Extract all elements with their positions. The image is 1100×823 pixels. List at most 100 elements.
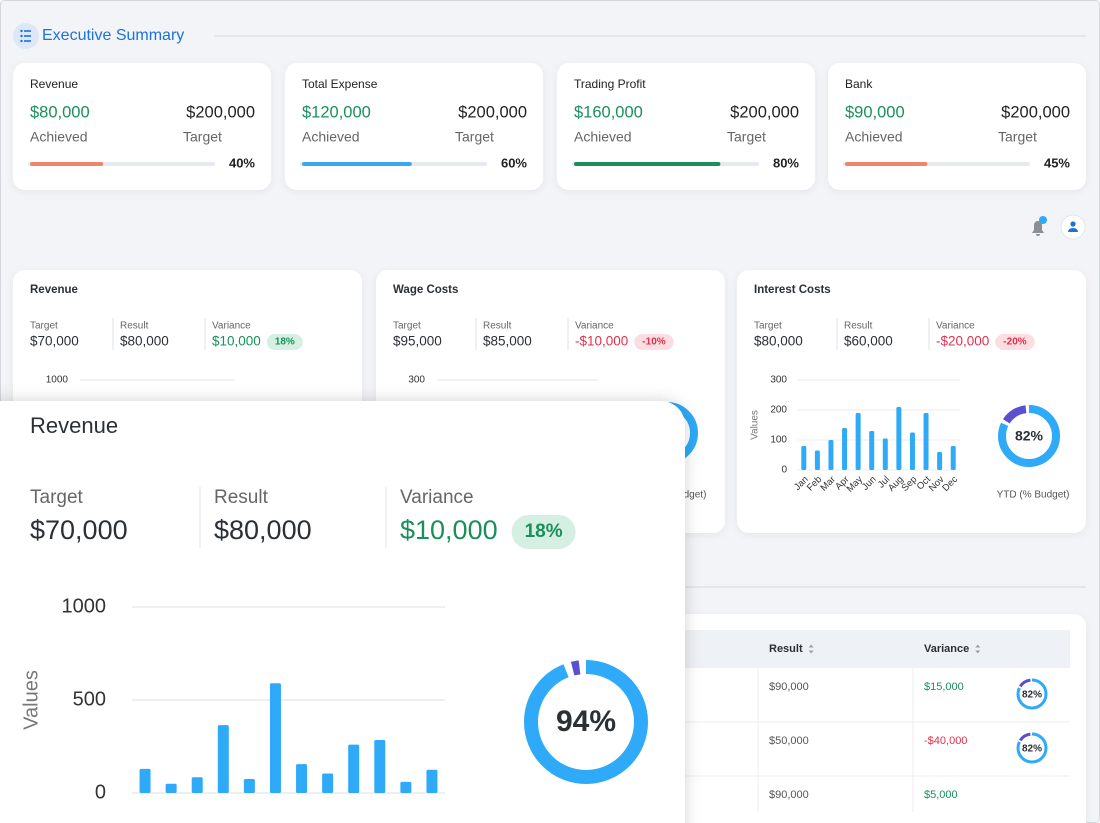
donut-value xyxy=(998,405,1060,467)
kpi-percent: 60% xyxy=(501,155,527,170)
kpi-card xyxy=(557,63,815,190)
y-tick-label: 1000 xyxy=(46,375,69,386)
kpi-achieved-label: Achieved xyxy=(30,129,88,145)
stat-value: $85,000 xyxy=(483,334,532,349)
kpi-target-label: Target xyxy=(455,129,494,145)
icon-dot xyxy=(20,39,23,43)
y-axis-label: Values xyxy=(20,670,42,730)
variance-badge-text: -10% xyxy=(642,337,665,348)
stat-label: Variance xyxy=(400,487,474,508)
progress-bar xyxy=(574,162,721,166)
bar xyxy=(322,773,334,793)
bar xyxy=(937,452,943,470)
donut-value xyxy=(524,660,648,784)
sort-icon[interactable] xyxy=(808,644,814,654)
y-axis-label: Values xyxy=(750,410,761,440)
bar xyxy=(217,725,229,793)
donut-caption: YTD (% Budget) xyxy=(997,490,1070,501)
donut-value xyxy=(1016,678,1048,710)
stat-value: $80,000 xyxy=(214,515,312,545)
stat-value: $80,000 xyxy=(754,334,803,349)
donut-label: 82% xyxy=(1022,744,1042,755)
cell-variance: $5,000 xyxy=(924,789,958,801)
bar xyxy=(348,744,360,793)
y-tick-label: 1000 xyxy=(62,595,107,617)
y-tick-label: 0 xyxy=(781,465,787,476)
variance-badge xyxy=(995,334,1035,350)
y-tick-label: 0 xyxy=(95,781,106,803)
kpi-title: Trading Profit xyxy=(574,77,646,91)
stat-value: -$20,000 xyxy=(936,334,989,349)
bar xyxy=(269,683,281,793)
panel-title: Interest Costs xyxy=(754,284,831,296)
stat-label: Result xyxy=(214,487,269,508)
cell-variance: $15,000 xyxy=(924,681,964,693)
kpi-achieved: $120,000 xyxy=(302,103,371,121)
kpi-card xyxy=(828,63,1086,190)
y-tick-label: 300 xyxy=(770,375,787,386)
stat-value: $70,000 xyxy=(30,515,128,545)
bar xyxy=(801,446,807,470)
stat-value: $70,000 xyxy=(30,334,79,349)
kpi-achieved: $160,000 xyxy=(574,103,643,121)
stat-value: $80,000 xyxy=(120,334,169,349)
stat-value: -$10,000 xyxy=(575,334,628,349)
bar xyxy=(191,777,203,793)
header-title: Executive Summary xyxy=(42,27,184,44)
kpi-percent: 45% xyxy=(1044,155,1070,170)
variance-badge xyxy=(266,334,303,350)
kpi-title: Bank xyxy=(845,77,873,91)
bar xyxy=(139,768,151,793)
panel-title: Wage Costs xyxy=(393,284,458,296)
y-tick-label: 300 xyxy=(408,375,425,386)
progress-bar xyxy=(302,162,412,166)
bar xyxy=(814,450,820,470)
notification-icon[interactable] xyxy=(1032,221,1044,236)
notification-dot xyxy=(1039,216,1047,224)
kpi-card xyxy=(285,63,543,190)
stat-label: Target xyxy=(754,321,782,332)
y-tick-label: 200 xyxy=(770,405,787,416)
user-button[interactable] xyxy=(1060,214,1086,240)
kpi-achieved: $90,000 xyxy=(845,103,905,121)
stat-label: Variance xyxy=(936,321,975,332)
user-head xyxy=(1070,221,1076,227)
stat-value: $10,000 xyxy=(212,334,261,349)
stat-label: Result xyxy=(483,321,512,332)
variance-badge-text: 18% xyxy=(275,337,295,348)
kpi-title: Total Expense xyxy=(302,77,378,91)
y-tick-label: 100 xyxy=(770,435,787,446)
kpi-achieved-label: Achieved xyxy=(845,129,903,145)
stat-label: Target xyxy=(393,321,421,332)
stat-label: Result xyxy=(844,321,873,332)
bar xyxy=(923,413,929,470)
cell-result: $50,000 xyxy=(769,735,809,747)
kpi-target: $200,000 xyxy=(730,103,799,121)
donut-value xyxy=(1016,732,1048,764)
kpi-target: $200,000 xyxy=(1001,103,1070,121)
column-header[interactable]: Variance xyxy=(924,643,969,655)
column-header[interactable]: Result xyxy=(769,643,803,655)
kpi-achieved-label: Achieved xyxy=(302,129,360,145)
bar xyxy=(374,739,386,793)
y-tick-label: 500 xyxy=(73,688,106,710)
kpi-percent: 80% xyxy=(773,155,799,170)
bar xyxy=(426,769,438,793)
stat-label: Variance xyxy=(212,321,251,332)
donut-label: 82% xyxy=(1015,428,1044,444)
sort-icon[interactable] xyxy=(975,644,981,654)
panel-title: Revenue xyxy=(30,413,118,438)
bar xyxy=(828,440,834,470)
stat-label: Variance xyxy=(575,321,614,332)
stat-label: Target xyxy=(30,487,84,508)
kpi-achieved: $80,000 xyxy=(30,103,90,121)
variance-badge-text: 18% xyxy=(525,521,563,542)
kpi-target-label: Target xyxy=(183,129,222,145)
cell-result: $90,000 xyxy=(769,789,809,801)
kpi-card xyxy=(13,63,271,190)
bar xyxy=(296,764,308,793)
user-body xyxy=(1068,228,1078,232)
progress-bar xyxy=(30,162,104,166)
